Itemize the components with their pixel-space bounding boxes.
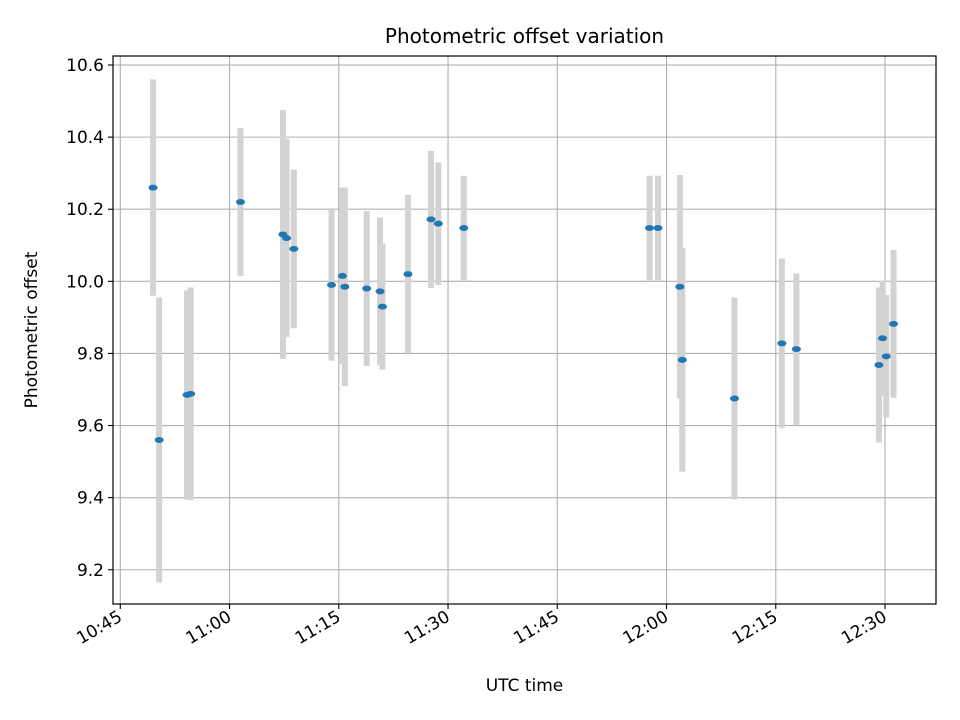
error-bars — [150, 79, 897, 583]
data-point — [433, 220, 443, 227]
plot-frame — [112, 55, 937, 605]
x-tick-label: 12:00 — [620, 607, 672, 649]
y-axis: 9.2 9.4 9.6 9.8 10.0 10.2 10.4 10.6 — [66, 56, 113, 581]
y-tick-label: 10.0 — [66, 272, 104, 292]
data-points — [148, 184, 899, 443]
y-tick-label: 10.2 — [66, 200, 104, 220]
data-point — [878, 335, 888, 342]
data-point — [377, 303, 387, 310]
x-axis: 10:45 11:00 11:15 11:30 11:45 12:00 12:15 12:30 — [73, 604, 891, 649]
data-point — [791, 346, 801, 353]
data-point — [375, 288, 385, 295]
y-tick-label: 9.8 — [77, 344, 104, 364]
x-tick-label: 12:15 — [729, 607, 781, 649]
x-tick-label: 11:00 — [183, 607, 235, 649]
data-point — [729, 395, 739, 402]
y-tick-label: 9.6 — [77, 417, 104, 437]
data-point — [777, 340, 787, 347]
data-point — [340, 283, 350, 290]
data-point — [289, 245, 299, 252]
x-tick-label: 11:30 — [401, 607, 453, 649]
x-tick-label: 11:45 — [510, 607, 562, 649]
x-axis-label: UTC time — [486, 676, 564, 696]
x-tick-label: 10:45 — [73, 607, 125, 649]
data-point — [403, 271, 413, 278]
data-point — [148, 184, 158, 191]
data-point — [362, 285, 372, 292]
data-point — [186, 390, 196, 397]
data-point — [881, 353, 891, 360]
data-point — [337, 272, 347, 279]
y-tick-label: 9.2 — [77, 561, 104, 581]
data-point — [154, 436, 164, 443]
data-point — [675, 283, 685, 290]
data-point — [677, 356, 687, 363]
chart-title: Photometric offset variation — [385, 24, 664, 48]
data-point — [282, 235, 292, 242]
data-point — [889, 320, 899, 327]
data-point — [235, 199, 245, 206]
data-point — [326, 281, 336, 288]
y-tick-label: 9.4 — [77, 489, 104, 509]
x-tick-label: 12:30 — [838, 607, 890, 649]
y-axis-label: Photometric offset — [22, 251, 42, 408]
data-point — [874, 361, 884, 368]
grid — [113, 56, 936, 604]
data-point — [653, 224, 663, 231]
y-tick-label: 10.4 — [66, 128, 104, 148]
y-tick-label: 10.6 — [66, 56, 104, 76]
data-point — [459, 224, 469, 231]
x-tick-label: 11:15 — [292, 607, 344, 649]
data-point — [426, 216, 436, 223]
data-point — [645, 224, 655, 231]
